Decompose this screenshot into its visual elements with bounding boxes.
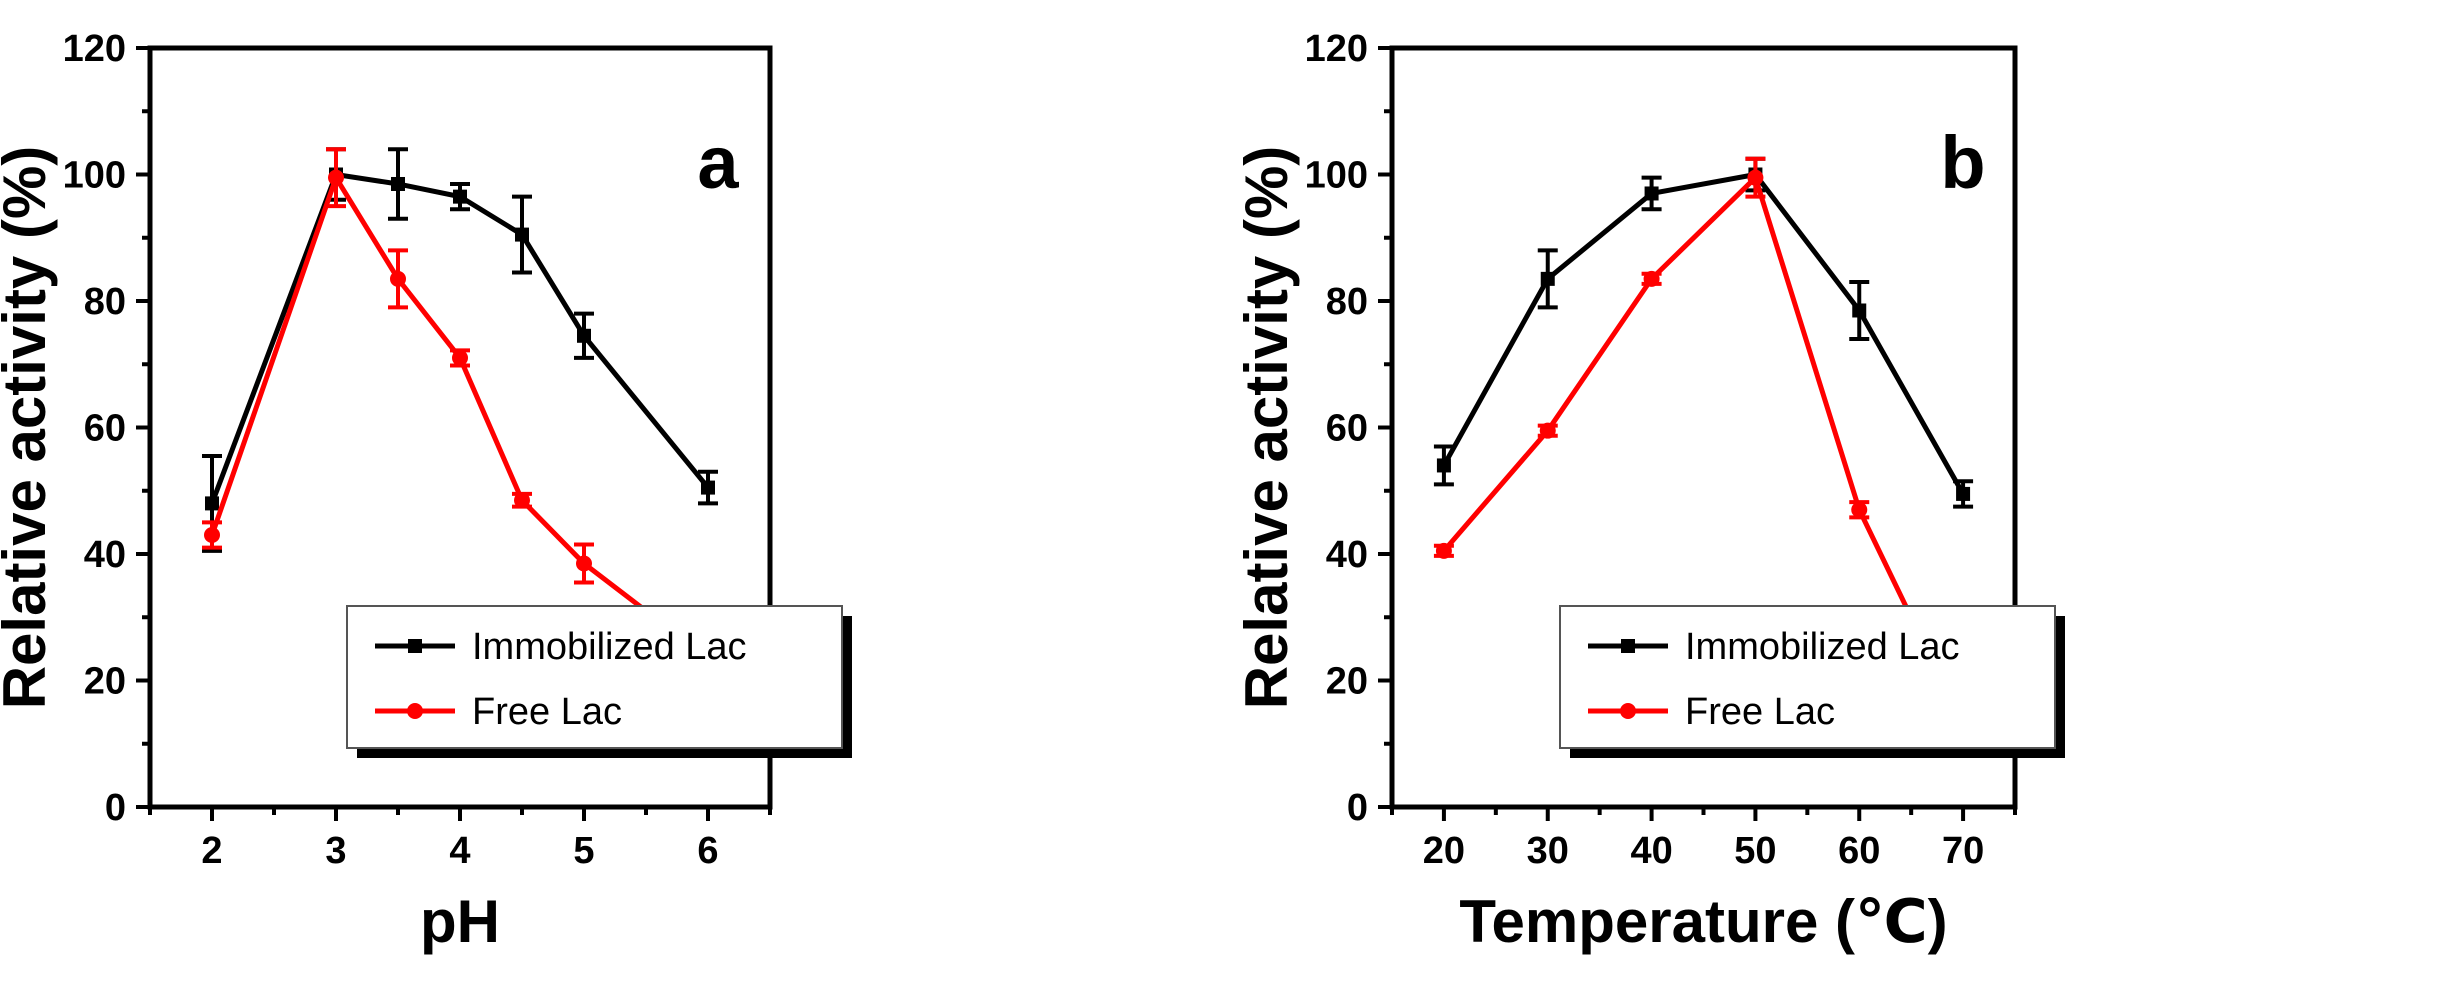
x-tick-label: 3 — [325, 830, 346, 872]
y-axis-title: Relative activity (%) — [1233, 146, 1300, 710]
data-point — [1852, 303, 1867, 318]
chart-panel-b: 0 20 40 60 80 100 120 20 30 40 50 60 70 Temperature (… — [1233, 28, 2065, 955]
series-line — [1442, 173, 1966, 726]
data-point — [514, 492, 530, 509]
data-point — [452, 349, 468, 366]
data-point — [1540, 271, 1555, 286]
legend-swatch-marker — [1620, 703, 1636, 719]
x-tick-label: 4 — [449, 830, 470, 872]
y-tick-label: 120 — [1305, 28, 1368, 70]
y-tick-label: 40 — [84, 534, 126, 576]
y-tick-label: 60 — [84, 408, 126, 450]
y-tick-label: 20 — [1326, 661, 1368, 703]
y-tick-label: 0 — [1347, 787, 1368, 829]
data-point — [391, 176, 405, 191]
y-tick-label: 100 — [1305, 155, 1368, 197]
legend: Immobilized Lac Free Lac — [1559, 605, 2065, 758]
legend-swatch-marker — [1621, 639, 1635, 653]
legend-label: Immobilized Lac — [472, 626, 747, 668]
data-point — [1539, 422, 1556, 439]
x-tick-label: 2 — [201, 830, 222, 872]
series-free-lac — [202, 147, 718, 670]
series-line — [209, 171, 710, 505]
x-tick-label: 6 — [697, 830, 718, 872]
data-point — [328, 169, 344, 186]
x-tick-label: 60 — [1838, 830, 1880, 872]
series-immobilized-lac — [1433, 156, 1974, 509]
x-tick-label: 20 — [1423, 830, 1465, 872]
legend-item: Immobilized Lac — [1588, 626, 1960, 668]
y-tick-label: 0 — [105, 787, 126, 829]
y-tick-label: 20 — [84, 661, 126, 703]
legend-swatch-marker — [407, 703, 423, 719]
data-point — [1435, 542, 1452, 559]
data-point — [1747, 169, 1764, 186]
data-point — [204, 527, 220, 544]
x-axis-title: Temperature (℃) — [1459, 888, 1947, 955]
y-tick-label: 60 — [1326, 408, 1368, 450]
legend: Immobilized Lac Free Lac — [346, 605, 852, 758]
legend-label: Immobilized Lac — [1685, 626, 1960, 668]
data-point — [1851, 501, 1868, 518]
data-point — [1643, 270, 1660, 287]
y-tick-label: 120 — [63, 28, 126, 70]
legend-item: Free Lac — [375, 691, 622, 733]
y-tick-label: 100 — [63, 155, 126, 197]
data-point — [1644, 186, 1659, 201]
x-tick-label: 40 — [1630, 830, 1672, 872]
x-axis-title: pH — [420, 888, 500, 955]
data-point — [205, 496, 219, 511]
legend-label: Free Lac — [1685, 691, 1835, 733]
legend-label: Free Lac — [472, 691, 622, 733]
legend-box — [346, 605, 843, 749]
panel-label: a — [697, 121, 739, 204]
series-line — [209, 171, 710, 661]
legend-item: Free Lac — [1588, 691, 1835, 733]
data-point — [577, 328, 591, 343]
chart-panel-a: 0 20 40 60 80 100 120 2 3 4 5 6 pH Relative activity … — [0, 28, 852, 955]
legend-item: Immobilized Lac — [375, 626, 747, 668]
data-point — [390, 270, 406, 287]
data-point — [576, 555, 592, 572]
data-point — [453, 189, 467, 204]
legend-swatch-marker — [408, 639, 422, 653]
x-tick-label: 5 — [573, 830, 594, 872]
series-line — [1441, 171, 1966, 496]
data-point — [701, 480, 715, 495]
y-tick-label: 40 — [1326, 534, 1368, 576]
y-axis-title: Relative activity (%) — [0, 146, 58, 710]
data-point — [1956, 486, 1971, 501]
x-tick-label: 50 — [1734, 830, 1776, 872]
legend-box — [1559, 605, 2056, 749]
data-point — [1436, 458, 1451, 473]
panel-label: b — [1940, 121, 1985, 204]
data-point — [515, 227, 529, 242]
x-tick-label: 30 — [1527, 830, 1569, 872]
y-tick-label: 80 — [84, 281, 126, 323]
y-tick-label: 80 — [1326, 281, 1368, 323]
x-tick-label: 70 — [1942, 830, 1984, 872]
